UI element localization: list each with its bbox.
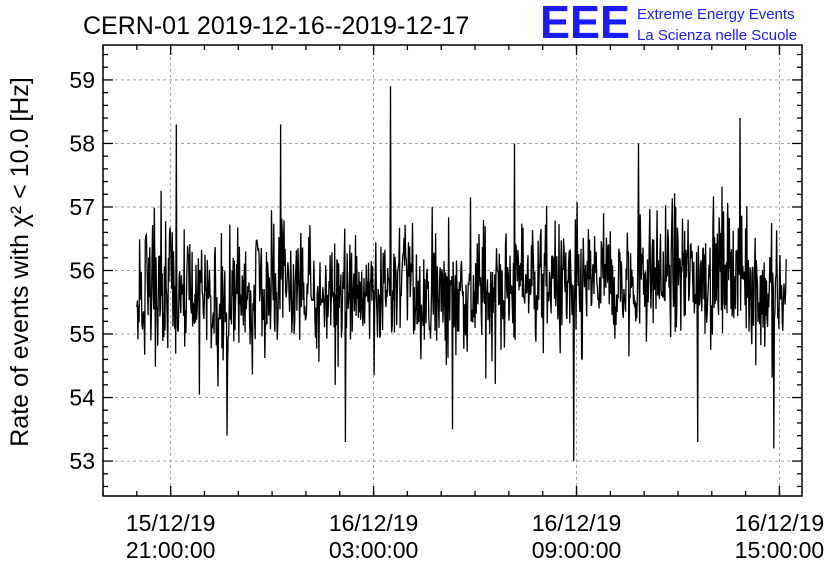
y-tick-label: 54	[69, 385, 95, 411]
chart-title: CERN-01 2019-12-16--2019-12-17	[83, 12, 469, 40]
x-tick-label-date: 16/12/19	[329, 510, 419, 536]
y-axis-label-text: Rate of events with χ² < 10.0 [Hz]	[6, 77, 34, 447]
x-tick-label-date: 16/12/19	[735, 510, 825, 536]
rate-series-line	[136, 86, 787, 462]
x-tick-label-date: 15/12/19	[126, 510, 216, 536]
y-tick-label: 58	[69, 130, 95, 156]
logo-letters: EEE	[540, 0, 630, 48]
x-tick-label-time: 15:00:00	[735, 537, 825, 563]
x-tick-label-time: 09:00:00	[532, 537, 622, 563]
x-tick-label-time: 21:00:00	[126, 537, 216, 563]
x-tick-label-time: 03:00:00	[329, 537, 419, 563]
tick-labels: 5354555657585915/12/1921:00:0016/12/1903…	[69, 67, 824, 563]
logo-line-1: Extreme Energy Events	[637, 6, 795, 23]
y-tick-label: 56	[69, 258, 95, 284]
series-group	[136, 86, 787, 462]
eee-logo: EEE Extreme Energy Events La Scienza nel…	[540, 0, 797, 48]
x-tick-label-date: 16/12/19	[532, 510, 622, 536]
y-axis-label: Rate of events with χ² < 10.0 [Hz]	[6, 77, 34, 447]
logo-line-2: La Scienza nelle Scuole	[637, 27, 797, 44]
axis-ticks	[102, 45, 802, 496]
y-tick-label: 59	[69, 67, 95, 93]
y-tick-label: 57	[69, 194, 95, 220]
y-tick-label: 55	[69, 321, 95, 347]
y-tick-label: 53	[69, 448, 95, 474]
